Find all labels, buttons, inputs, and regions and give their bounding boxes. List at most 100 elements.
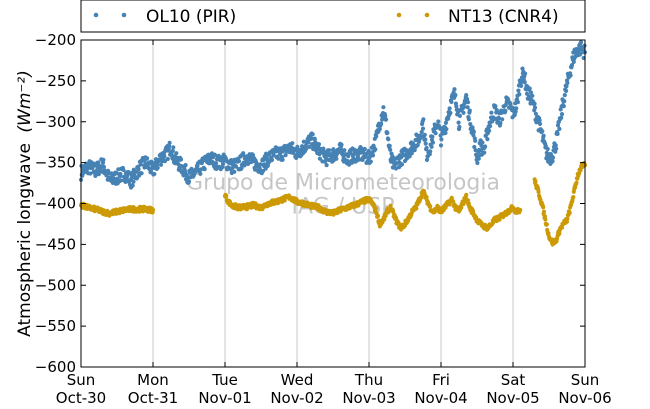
ol10-point	[387, 143, 392, 148]
ol10-point	[475, 160, 480, 166]
nt13-point	[536, 189, 541, 195]
ol10-point	[176, 162, 181, 167]
ol10-point	[162, 154, 167, 159]
ol10-point	[415, 143, 420, 148]
ol10-point	[310, 132, 315, 137]
ol10-point	[377, 127, 382, 132]
ol10-point	[444, 127, 449, 132]
ol10-point	[317, 156, 322, 161]
ol10-point	[428, 149, 433, 154]
ol10-point	[554, 146, 559, 151]
x-tick-label-day: Sun	[67, 371, 96, 389]
ol10-point	[339, 142, 344, 147]
ol10-point	[423, 141, 428, 146]
ol10-point	[559, 115, 564, 120]
nt13-point	[282, 198, 287, 203]
ol10-point	[530, 93, 535, 98]
ol10-point	[130, 183, 135, 188]
legend-marker-ol10	[93, 12, 99, 18]
y-axis-label: Atmospheric longwave (Wm⁻²)	[15, 70, 35, 337]
ol10-point	[170, 148, 175, 153]
ol10-point	[167, 144, 172, 149]
ol10-point	[519, 83, 524, 88]
ol10-point	[520, 66, 525, 71]
nt13-point	[533, 179, 538, 184]
ol10-point	[303, 143, 308, 148]
legend-label-ol10: OL10 (PIR)	[146, 7, 236, 27]
ol10-point	[461, 110, 466, 115]
ol10-point	[131, 179, 136, 184]
x-tick-label-day: Tue	[211, 371, 238, 389]
ol10-point	[350, 160, 355, 165]
ol10-point	[473, 138, 478, 143]
ol10-point	[334, 156, 339, 161]
ol10-point	[324, 163, 329, 168]
ol10-point	[503, 108, 508, 113]
legend-marker-nt13	[396, 12, 402, 18]
ol10-point	[381, 105, 386, 110]
ol10-point	[457, 113, 462, 118]
ol10-point	[424, 145, 429, 151]
ol10-point	[373, 147, 378, 152]
ol10-point	[508, 102, 513, 107]
nt13-point	[567, 210, 572, 215]
ol10-point	[304, 146, 309, 151]
y-tick-label: −200	[35, 31, 76, 49]
nt13-point	[373, 206, 378, 211]
ol10-point	[370, 153, 376, 158]
nt13-point	[546, 231, 551, 236]
ol10-point	[512, 112, 517, 117]
ol10-point	[537, 121, 543, 126]
ol10-point	[446, 116, 451, 121]
ol10-point	[96, 172, 101, 177]
ol10-point	[465, 105, 470, 110]
ol10-point	[233, 164, 239, 169]
ol10-point	[461, 104, 466, 110]
ol10-point	[436, 119, 441, 124]
ol10-point	[139, 171, 144, 176]
ol10-point	[362, 146, 367, 152]
ol10-point	[453, 92, 458, 98]
legend: OL10 (PIR) NT13 (CNR4)	[80, 0, 586, 33]
legend-entry-nt13	[396, 12, 430, 18]
ol10-point	[202, 167, 207, 172]
ol10-point	[537, 118, 542, 123]
x-tick-label-day: Sun	[571, 371, 600, 389]
ol10-point	[456, 120, 461, 125]
ol10-point	[388, 147, 393, 152]
ol10-point	[420, 126, 426, 131]
x-tick-label-day: Thu	[354, 371, 383, 389]
ol10-point	[384, 117, 389, 122]
ol10-point	[465, 100, 471, 105]
ol10-point	[476, 156, 481, 161]
ol10-point	[290, 141, 295, 146]
data-points	[78, 40, 588, 247]
ol10-point	[496, 116, 502, 121]
y-tick-label: −350	[35, 154, 76, 172]
ol10-point	[448, 110, 453, 115]
nt13-point	[474, 215, 479, 220]
ol10-point	[500, 117, 505, 122]
nt13-point	[497, 217, 502, 222]
ol10-point	[271, 153, 276, 158]
ol10-point	[145, 156, 150, 161]
ol10-point	[342, 148, 347, 153]
ol10-point	[306, 140, 311, 145]
ol10-point	[412, 148, 417, 153]
x-tick-label-date: Nov-05	[486, 389, 539, 407]
ol10-point	[472, 144, 477, 150]
ol10-point	[569, 63, 575, 68]
ol10-point	[198, 171, 203, 176]
y-tick-label: −400	[35, 195, 76, 213]
ol10-point	[178, 157, 184, 162]
nt13-point	[428, 204, 433, 209]
ol10-point	[550, 155, 556, 160]
ol10-point	[443, 130, 448, 136]
x-tick-label-date: Nov-03	[342, 389, 395, 407]
nt13-point	[544, 222, 549, 227]
ol10-point	[571, 59, 576, 64]
ol10-point	[355, 153, 361, 158]
y-axis-label-unit: (Wm⁻²)	[15, 70, 35, 132]
ol10-point	[165, 156, 170, 162]
ol10-point	[532, 101, 537, 106]
